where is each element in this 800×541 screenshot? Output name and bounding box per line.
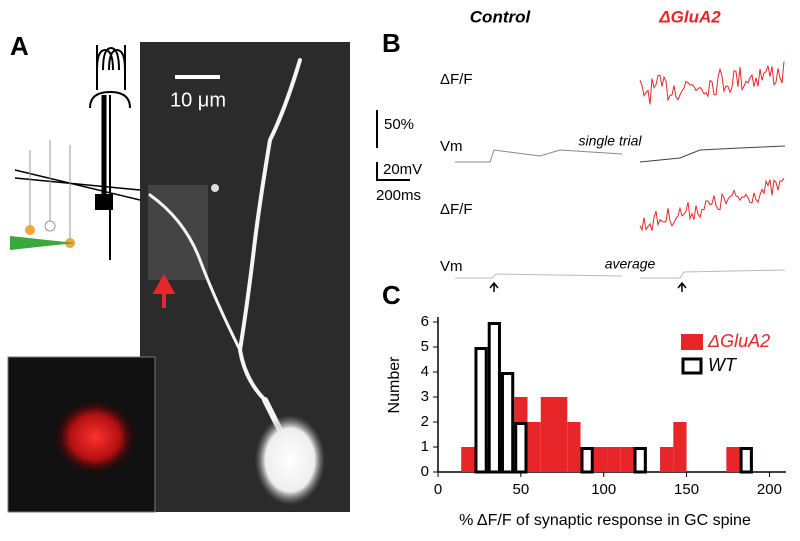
histogram: 0 1 2 3 4 5 6 0 50 100 150 200 ΔGluA2 WT	[421, 313, 786, 498]
scale-label: 200ms	[376, 187, 421, 204]
x-tick-label: 100	[591, 481, 616, 498]
soma	[255, 415, 325, 505]
y-tick-label: 2	[421, 413, 429, 430]
trace	[639, 177, 785, 232]
inset-spine	[53, 399, 137, 475]
x-tick-label: 200	[757, 481, 782, 498]
x-tick-label: 0	[434, 481, 442, 498]
legend-swatch	[681, 357, 703, 375]
bar	[474, 347, 488, 474]
stimulus-arrow	[489, 281, 687, 292]
panel-letter: B	[382, 28, 401, 58]
y-tick-label: 4	[421, 363, 429, 380]
bar	[620, 447, 634, 472]
trace-note: single trial	[578, 133, 642, 149]
scale-label: 10 μm	[170, 89, 226, 111]
bar	[461, 447, 475, 472]
bar	[567, 422, 581, 472]
bar	[673, 422, 687, 472]
panel-letter: A	[10, 31, 29, 61]
bar	[487, 322, 501, 474]
trace	[640, 269, 786, 279]
trace	[455, 273, 623, 279]
y-tick-label: 1	[421, 438, 429, 455]
scale-label: 20mV	[383, 161, 422, 178]
x-tick-label: 50	[513, 481, 530, 498]
bar	[500, 372, 515, 474]
trace-label: Vm	[440, 138, 463, 155]
trace-label: ΔF/F	[440, 71, 473, 88]
bar	[660, 447, 674, 472]
y-tick-label: 5	[421, 338, 429, 355]
pipette-schematic	[10, 45, 141, 260]
legend-label: ΔGluA2	[707, 331, 770, 351]
bar	[540, 397, 554, 472]
x-tick-label: 150	[674, 481, 699, 498]
bar	[580, 447, 594, 474]
bar	[739, 447, 753, 474]
trace-label: Vm	[440, 258, 463, 275]
bar	[554, 397, 568, 472]
y-tick-label: 6	[421, 313, 429, 330]
x-axis-label: % ΔF/F of synaptic response in GC spine	[459, 512, 751, 529]
trace	[455, 149, 623, 163]
bar	[726, 447, 740, 472]
condition-label: Control	[470, 7, 532, 26]
panel-letter: C	[382, 280, 401, 310]
y-axis-label: Number	[386, 356, 403, 414]
scale-label: 50%	[384, 116, 414, 133]
legend-swatch	[681, 334, 703, 350]
trace-label: ΔF/F	[440, 201, 473, 218]
trace	[639, 61, 785, 105]
bar	[514, 422, 528, 474]
bar	[593, 447, 608, 472]
legend-label: WT	[708, 355, 738, 375]
bar	[633, 447, 647, 474]
arrow	[152, 273, 176, 308]
bar	[527, 422, 541, 472]
condition-label: ΔGluA2	[658, 7, 721, 26]
traces	[455, 61, 786, 279]
y-tick-label: 3	[421, 388, 429, 405]
trace-note: average	[605, 256, 656, 272]
y-tick-label: 0	[421, 463, 429, 480]
trace	[639, 145, 786, 163]
scale-bar	[376, 162, 410, 181]
bar	[607, 447, 621, 472]
